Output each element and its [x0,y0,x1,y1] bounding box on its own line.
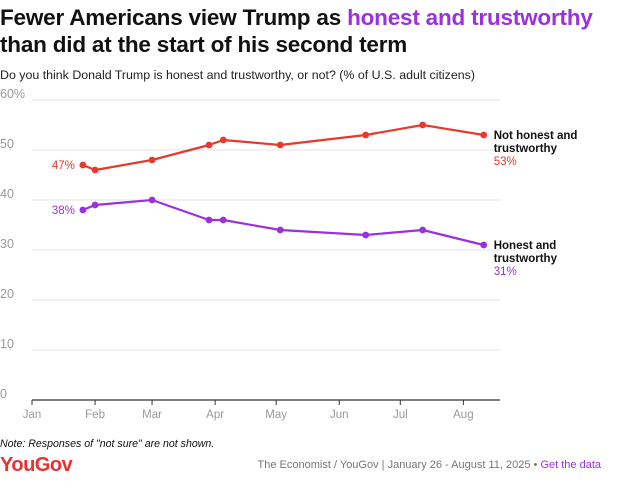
x-tick-label: May [265,409,287,421]
source-text: The Economist / YouGov | January 26 - Au… [257,459,531,471]
data-point-not-honest [91,166,99,174]
data-point-not-honest [148,156,156,164]
x-tick-label: Jan [23,409,42,421]
series-name-label-honest: Honest and [494,240,557,252]
x-tick-label: Apr [206,409,224,421]
title-part-2: than did at the start of his second term [0,32,408,57]
x-tick-label: Mar [142,409,162,421]
chart-title: Fewer Americans view Trump as honest and… [0,4,600,58]
data-point-honest [148,196,156,204]
y-tick-label: 50 [0,137,14,151]
data-point-honest [276,226,284,234]
x-tick-label: Jun [330,409,349,421]
end-value-label-not-honest: 53% [494,156,517,168]
data-point-not-honest [205,141,213,149]
title-part-1: Fewer Americans view Trump as [0,5,348,30]
data-point-not-honest [276,141,284,149]
data-point-honest [79,206,87,214]
data-point-honest [362,231,370,239]
data-point-not-honest [219,136,227,144]
y-tick-label: 30 [0,237,14,251]
data-point-honest [480,241,488,249]
series-name-label-honest: trustworthy [494,253,558,265]
end-value-label-honest: 31% [494,266,517,278]
y-tick-label: 60% [0,87,25,101]
x-tick-label: Feb [85,409,105,421]
data-point-not-honest [419,121,427,129]
title-highlight: honest and trustworthy [347,5,593,30]
data-point-not-honest [362,131,370,139]
series-line-not-honest [82,123,484,172]
data-point-honest [419,226,427,234]
y-tick-label: 10 [0,337,14,351]
series-line-honest [82,198,484,247]
x-tick-label: Aug [453,409,473,421]
x-tick-label: Jul [393,409,408,421]
start-value-label-not-honest: 47% [52,160,75,172]
series-name-label-not-honest: trustworthy [494,143,558,155]
get-the-data-link[interactable]: Get the data [540,459,601,471]
data-point-honest [205,216,213,224]
footnote: Note: Responses of "not sure" are not sh… [0,438,215,450]
data-point-not-honest [480,131,488,139]
chart-subtitle: Do you think Donald Trump is honest and … [0,68,475,82]
yougov-logo: YouGov [0,454,73,476]
y-tick-label: 0 [0,387,7,401]
y-tick-label: 20 [0,287,14,301]
source-line: The Economist / YouGov | January 26 - Au… [258,459,601,471]
y-tick-label: 40 [0,187,14,201]
data-point-not-honest [79,161,87,169]
data-point-honest [219,216,227,224]
start-value-label-honest: 38% [52,205,75,217]
source-separator: • [533,459,538,471]
data-point-honest [91,201,99,209]
series-name-label-not-honest: Not honest and [494,130,578,142]
